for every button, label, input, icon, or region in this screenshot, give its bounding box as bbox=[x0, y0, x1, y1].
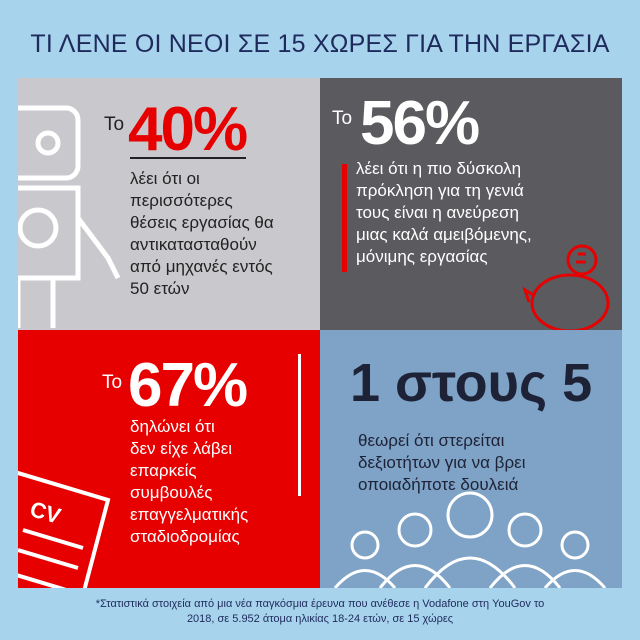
figure: 40% bbox=[128, 95, 248, 164]
text-line: επαρκείς bbox=[130, 461, 197, 480]
text-line: δεν είχε λάβει bbox=[130, 439, 233, 458]
underline bbox=[130, 157, 246, 159]
panel-piggy: Το 56% λέει ότι η πιο δύσκολη πρόκληση γι… bbox=[320, 78, 622, 330]
text-block: λέει ότι οι περισσότερες θέσεις εργασίας θ… bbox=[130, 168, 274, 300]
text-line: τους είναι η ανεύρεση bbox=[356, 203, 519, 222]
text-line: οποιαδήποτε δουλειά bbox=[358, 475, 519, 494]
prefix: Το bbox=[104, 114, 125, 135]
text-line: μόνιμης εργασίας bbox=[356, 247, 488, 266]
text-line: λέει ότι η πιο δύσκολη bbox=[356, 159, 522, 178]
text-line: αντικατασταθούν bbox=[130, 235, 257, 254]
text-block: λέει ότι η πιο δύσκολη πρόκληση για τη γε… bbox=[356, 158, 532, 268]
robot-icon bbox=[18, 105, 121, 328]
text-line: σταδιοδρομίας bbox=[130, 527, 240, 546]
prefix: Το bbox=[332, 108, 353, 129]
text-line: συμβουλές bbox=[130, 483, 213, 502]
people-icon bbox=[333, 491, 607, 588]
text-line: δηλώνει ότι bbox=[130, 417, 215, 436]
title: ΤΙ ΛΕΝΕ ΟΙ ΝΕΟΙ ΣΕ 15 ΧΩΡΕΣ ΓΙΑ ΤΗΝ ΕΡΓΑ… bbox=[30, 30, 610, 58]
text-line: θεωρεί ότι στερείται bbox=[358, 431, 505, 450]
panel-cv: CV Το 67% δηλώνει ότι δεν είχε λάβει επαρκ… bbox=[18, 330, 320, 588]
text-block: δηλώνει ότι δεν είχε λάβει επαρκείς συμβουλ… bbox=[130, 416, 248, 548]
text-line: θέσεις εργασίας θα bbox=[130, 213, 274, 232]
accent-bar bbox=[298, 354, 301, 496]
figure: 56% bbox=[360, 89, 480, 158]
text-line: επαγγελματικής bbox=[130, 505, 249, 524]
panel-robot: Το 40% λέει ότι οι περισσότερες θέσεις εργ… bbox=[18, 78, 320, 330]
footnote: 2018, σε 5.952 άτομα ηλικίας 18-24 ετών,… bbox=[186, 613, 454, 625]
footnote: *Στατιστικά στοιχεία από μια νέα παγκόσμ… bbox=[95, 598, 545, 610]
piggy-icon bbox=[522, 244, 610, 330]
figure: 67% bbox=[128, 351, 248, 420]
panel-people: 1 στους 5 θεωρεί ότι στερείται δεξιοτήτων… bbox=[320, 330, 622, 588]
text-line: από μηχανές εντός bbox=[130, 257, 273, 276]
text-line: λέει ότι οι bbox=[130, 169, 200, 188]
cv-icon bbox=[18, 470, 111, 588]
figure: 1 στους 5 bbox=[350, 353, 593, 413]
text-line: περισσότερες bbox=[130, 191, 233, 210]
text-line: δεξιοτήτων για να βρει bbox=[358, 453, 526, 472]
accent-bar bbox=[342, 164, 347, 272]
text-line: μιας καλά αμειβόμενης, bbox=[356, 225, 532, 244]
prefix: Το bbox=[102, 372, 123, 393]
text-block: θεωρεί ότι στερείται δεξιοτήτων για να βρ… bbox=[358, 430, 525, 496]
text-line: πρόκληση για τη γενιά bbox=[356, 181, 524, 200]
text-line: 50 ετών bbox=[130, 279, 190, 298]
